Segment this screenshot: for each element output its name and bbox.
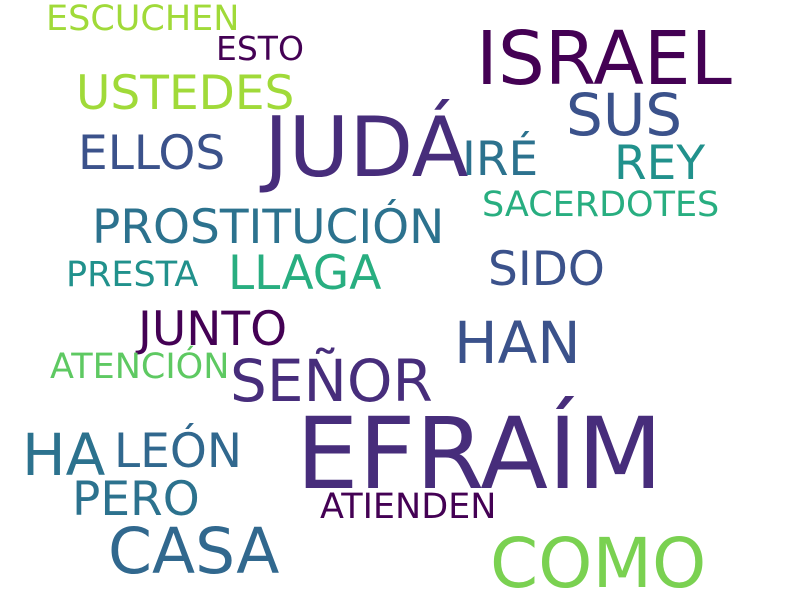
word-leon: LEÓN (114, 424, 243, 479)
word-han: HAN (454, 309, 581, 377)
word-prostitucion: PROSTITUCIÓN (92, 200, 445, 255)
word-esto: ESTO (216, 29, 304, 68)
word-pero: PERO (72, 472, 200, 527)
word-casa: CASA (108, 515, 280, 588)
word-ha: HA (22, 421, 106, 489)
word-senor: SEÑOR (230, 347, 433, 415)
word-atencion: ATENCIÓN (50, 347, 230, 387)
word-rey: REY (614, 136, 706, 191)
word-ire: IRÉ (462, 132, 539, 187)
word-juda: JUDÁ (264, 99, 469, 196)
word-como: COMO (490, 524, 707, 600)
word-llaga: LLAGA (228, 246, 382, 301)
word-efraim: EFRAÍM (296, 397, 663, 512)
word-junto: JUNTO (138, 302, 288, 357)
word-presta: PRESTA (66, 255, 199, 295)
word-sus: SUS (566, 81, 683, 149)
word-ustedes: USTEDES (76, 66, 295, 121)
word-atienden: ATIENDEN (320, 487, 497, 527)
word-ellos: ELLOS (78, 126, 226, 181)
word-sido: SIDO (488, 242, 605, 297)
word-escuchen: ESCUCHEN (46, 0, 240, 39)
word-israel: ISRAEL (476, 16, 732, 102)
word-sacerdotes: SACERDOTES (482, 185, 720, 225)
